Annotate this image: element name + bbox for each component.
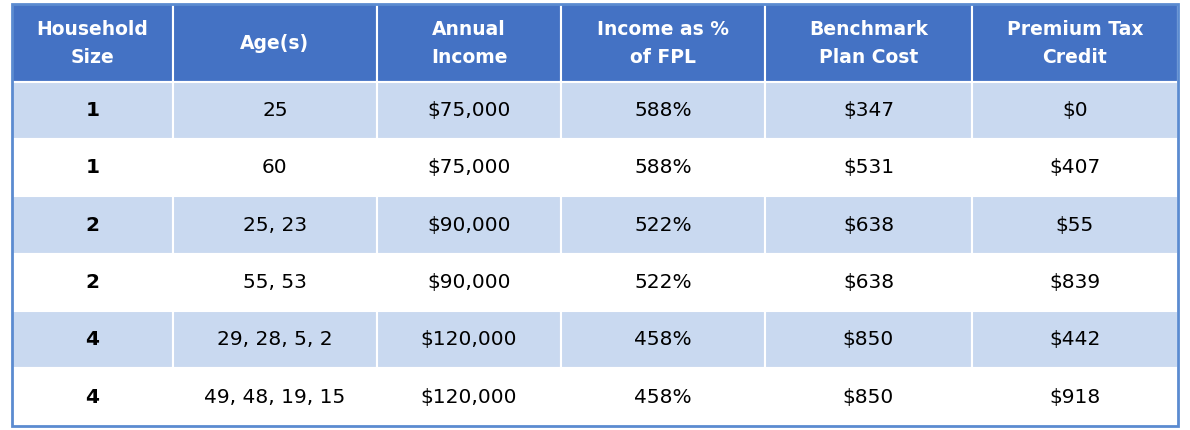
- Bar: [562, 4, 765, 82]
- Bar: [972, 197, 1178, 254]
- Text: 25, 23: 25, 23: [243, 215, 307, 234]
- Bar: [173, 197, 377, 254]
- Bar: [173, 311, 377, 369]
- Bar: [377, 82, 562, 139]
- Text: $918: $918: [1050, 387, 1101, 406]
- Text: Household
Size: Household Size: [37, 19, 149, 67]
- Text: $531: $531: [843, 158, 894, 177]
- Bar: [562, 254, 765, 311]
- Text: 4: 4: [86, 387, 100, 406]
- Text: Benchmark
Plan Cost: Benchmark Plan Cost: [809, 19, 928, 67]
- Text: 588%: 588%: [634, 101, 693, 120]
- Bar: [562, 311, 765, 369]
- Text: $90,000: $90,000: [427, 273, 511, 292]
- Text: 458%: 458%: [634, 330, 693, 349]
- Bar: [765, 197, 972, 254]
- Text: $0: $0: [1063, 101, 1088, 120]
- Text: $90,000: $90,000: [427, 215, 511, 234]
- Bar: [377, 4, 562, 82]
- Text: 2: 2: [86, 273, 100, 292]
- Bar: [972, 82, 1178, 139]
- Bar: [562, 369, 765, 426]
- Bar: [12, 197, 173, 254]
- Text: $850: $850: [843, 387, 894, 406]
- Bar: [765, 311, 972, 369]
- Text: Annual
Income: Annual Income: [431, 19, 507, 67]
- Bar: [12, 4, 173, 82]
- Bar: [377, 197, 562, 254]
- Bar: [173, 254, 377, 311]
- Text: $55: $55: [1056, 215, 1094, 234]
- Text: $442: $442: [1050, 330, 1101, 349]
- Text: $75,000: $75,000: [427, 101, 511, 120]
- Text: 29, 28, 5, 2: 29, 28, 5, 2: [217, 330, 333, 349]
- Bar: [173, 82, 377, 139]
- Text: 1: 1: [86, 158, 100, 177]
- Bar: [12, 82, 173, 139]
- Bar: [972, 311, 1178, 369]
- Text: Age(s): Age(s): [240, 34, 309, 52]
- Text: $347: $347: [843, 101, 894, 120]
- Text: 458%: 458%: [634, 387, 693, 406]
- Text: Premium Tax
Credit: Premium Tax Credit: [1007, 19, 1144, 67]
- Text: 1: 1: [86, 101, 100, 120]
- Bar: [562, 197, 765, 254]
- Text: $75,000: $75,000: [427, 158, 511, 177]
- Bar: [173, 4, 377, 82]
- Text: 2: 2: [86, 215, 100, 234]
- Text: 25: 25: [262, 101, 288, 120]
- Text: 522%: 522%: [634, 273, 693, 292]
- Bar: [12, 311, 173, 369]
- Text: 55, 53: 55, 53: [243, 273, 307, 292]
- Bar: [972, 4, 1178, 82]
- Bar: [12, 369, 173, 426]
- Bar: [173, 369, 377, 426]
- Text: 60: 60: [262, 158, 288, 177]
- Text: Income as %
of FPL: Income as % of FPL: [597, 19, 729, 67]
- Bar: [765, 254, 972, 311]
- Bar: [377, 369, 562, 426]
- Bar: [377, 254, 562, 311]
- Text: $638: $638: [843, 215, 894, 234]
- Bar: [12, 139, 173, 197]
- Bar: [377, 139, 562, 197]
- Bar: [173, 139, 377, 197]
- Text: $407: $407: [1050, 158, 1101, 177]
- Bar: [972, 254, 1178, 311]
- Text: 4: 4: [86, 330, 100, 349]
- Text: 49, 48, 19, 15: 49, 48, 19, 15: [205, 387, 345, 406]
- Bar: [765, 369, 972, 426]
- Text: $839: $839: [1050, 273, 1101, 292]
- Bar: [765, 4, 972, 82]
- Bar: [562, 139, 765, 197]
- Bar: [972, 139, 1178, 197]
- Bar: [377, 311, 562, 369]
- Bar: [765, 82, 972, 139]
- Text: $850: $850: [843, 330, 894, 349]
- Bar: [12, 254, 173, 311]
- Bar: [562, 82, 765, 139]
- Text: 522%: 522%: [634, 215, 693, 234]
- Text: 588%: 588%: [634, 158, 693, 177]
- Text: $120,000: $120,000: [421, 387, 518, 406]
- Bar: [972, 369, 1178, 426]
- Bar: [765, 139, 972, 197]
- Text: $638: $638: [843, 273, 894, 292]
- Text: $120,000: $120,000: [421, 330, 518, 349]
